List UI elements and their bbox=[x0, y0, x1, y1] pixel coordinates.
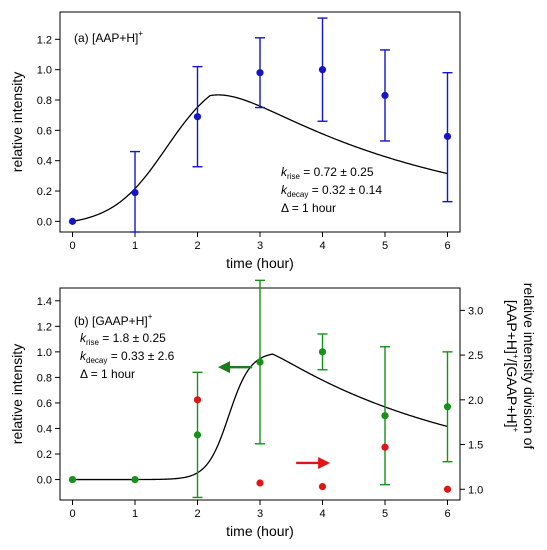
data-point bbox=[318, 66, 327, 74]
y2-tick-label: 1.0 bbox=[468, 484, 483, 496]
data-point bbox=[381, 443, 389, 451]
x-tick-label: 6 bbox=[444, 508, 450, 520]
y2-tick-label: 2.0 bbox=[468, 395, 483, 407]
y-tick-label: 0.4 bbox=[37, 423, 52, 435]
y2-axis-title-line1: relative intensity division of bbox=[521, 283, 537, 450]
x-tick-label: 5 bbox=[382, 240, 388, 252]
x-tick-label: 3 bbox=[257, 240, 263, 252]
y2-axis-title-line2: [AAP+H]+/[GAAP+H]+ bbox=[504, 300, 520, 433]
data-point bbox=[443, 403, 452, 411]
y-tick-label: 0.8 bbox=[37, 95, 52, 107]
x-tick-label: 0 bbox=[69, 240, 75, 252]
panel-label: (a) [AAP+H]+ bbox=[74, 29, 143, 45]
y-tick-label: 0.8 bbox=[37, 372, 52, 384]
y2-tick-label: 1.5 bbox=[468, 440, 483, 452]
y-tick-label: 0.6 bbox=[37, 125, 52, 137]
data-point bbox=[443, 485, 452, 493]
y-tick-label: 0.6 bbox=[37, 398, 52, 410]
x-tick-label: 4 bbox=[319, 240, 325, 252]
data-point bbox=[318, 482, 327, 491]
fit-annotation: kdecay = 0.32 ± 0.14 bbox=[281, 183, 382, 199]
panel-b: 0 1 2 3 4 5 6 0.0 0.2 0.4 0.6 0.8 1.0 1.2 1.4 1.0 1.5 2.0… bbox=[9, 279, 537, 539]
data-point bbox=[68, 475, 77, 484]
y2-tick-label: 3.0 bbox=[468, 305, 483, 317]
y-axis-title: relative intensity bbox=[9, 344, 25, 444]
fit-annotation: krise = 1.8 ± 0.25 bbox=[80, 331, 166, 347]
x-tick-label: 1 bbox=[132, 508, 138, 520]
y-tick-label: 0.0 bbox=[37, 216, 52, 228]
fit-annotation: kdecay = 0.33 ± 2.6 bbox=[80, 349, 175, 365]
data-point bbox=[193, 431, 202, 439]
x-tick-label: 2 bbox=[194, 240, 200, 252]
x-tick-label: 5 bbox=[382, 508, 388, 520]
data-point bbox=[381, 412, 389, 420]
y-tick-label: 1.2 bbox=[37, 34, 52, 46]
x-axis-title: time (hour) bbox=[226, 255, 294, 271]
data-point bbox=[131, 188, 139, 197]
y-tick-label: 0.4 bbox=[37, 156, 52, 168]
x-tick-label: 2 bbox=[194, 508, 200, 520]
data-point bbox=[318, 348, 327, 356]
data-point bbox=[256, 69, 264, 77]
fit-annotation: krise = 0.72 ± 0.25 bbox=[281, 165, 374, 181]
x-tick-label: 0 bbox=[69, 508, 75, 520]
y-axis-title: relative intensity bbox=[9, 72, 25, 172]
right-arrow-head bbox=[318, 456, 331, 469]
data-point bbox=[131, 475, 139, 484]
fit-annotation: Δ = 1 hour bbox=[80, 367, 135, 381]
data-point bbox=[193, 396, 202, 404]
x-axis-title: time (hour) bbox=[226, 523, 294, 539]
data-point bbox=[68, 217, 77, 225]
y-tick-label: 0.2 bbox=[37, 186, 52, 198]
y-tick-label: 1.4 bbox=[37, 296, 52, 308]
y-tick-label: 1.0 bbox=[37, 347, 52, 359]
x-tick-label: 3 bbox=[257, 508, 263, 520]
data-point bbox=[193, 113, 202, 121]
fit-annotation: Δ = 1 hour bbox=[281, 201, 336, 215]
panel-label: (b) [GAAP+H]+ bbox=[74, 312, 153, 328]
x-tick-label: 4 bbox=[319, 508, 325, 520]
panel-a: 0 1 2 3 4 5 6 0.0 0.2 0.4 0.6 0.8 1.0 1.2 time (hour) r… bbox=[9, 11, 461, 271]
x-tick-label: 6 bbox=[444, 240, 450, 252]
y-tick-label: 1.2 bbox=[37, 321, 52, 333]
y2-tick-label: 2.5 bbox=[468, 350, 483, 362]
fit-curve bbox=[72, 94, 448, 223]
data-point bbox=[256, 358, 264, 366]
y-tick-label: 0.2 bbox=[37, 449, 52, 461]
y-tick-label: 0.0 bbox=[37, 475, 52, 487]
y-tick-label: 1.0 bbox=[37, 65, 52, 77]
left-arrow-head bbox=[218, 361, 230, 374]
x-tick-label: 1 bbox=[132, 240, 138, 252]
data-point bbox=[381, 91, 389, 100]
data-point bbox=[256, 479, 264, 487]
data-point bbox=[443, 132, 452, 141]
